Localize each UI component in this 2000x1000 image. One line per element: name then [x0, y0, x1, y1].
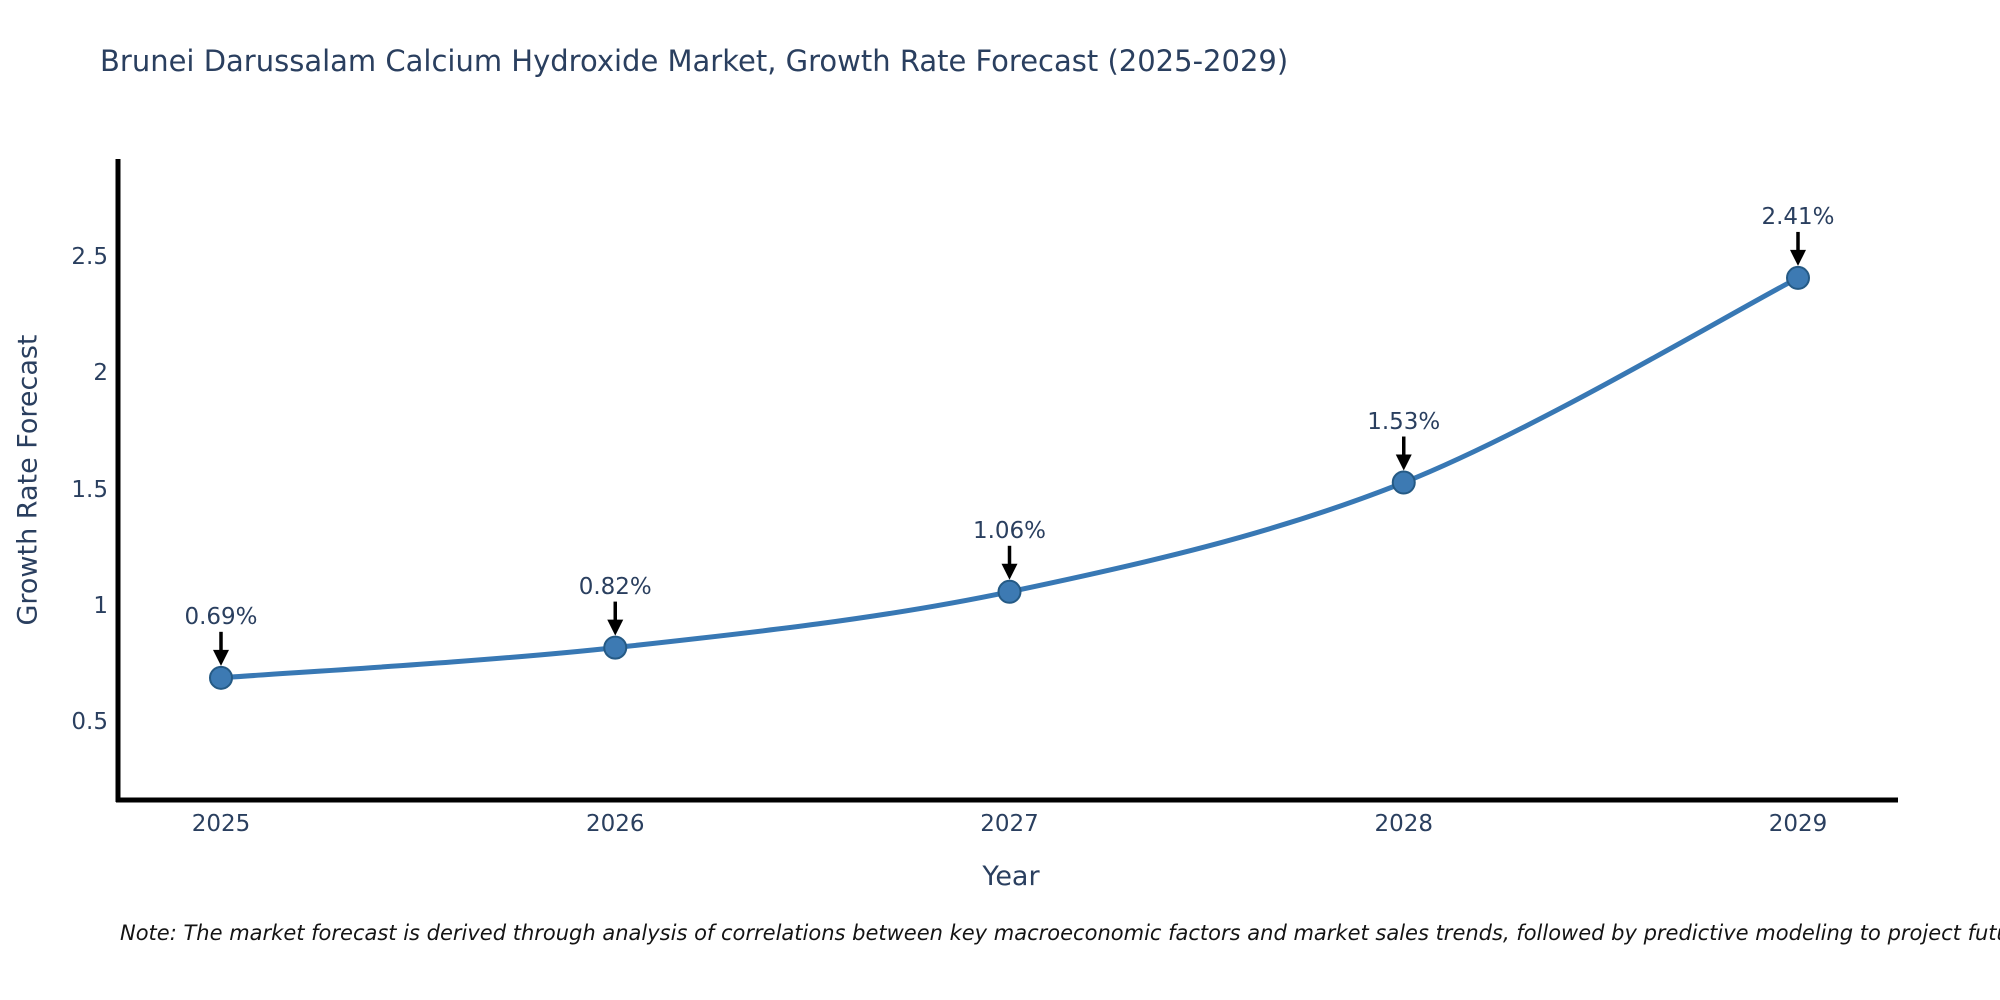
data-point-marker	[603, 635, 628, 660]
data-point-marker	[997, 579, 1022, 604]
annotation-arrow-head	[1001, 563, 1018, 580]
x-tick-label: 2025	[191, 811, 251, 837]
y-axis-title: Growth Rate Forecast	[12, 334, 44, 626]
annotation-arrow-head	[1790, 249, 1806, 266]
annotation-arrow-head	[213, 649, 229, 666]
x-tick-label: 2026	[585, 811, 645, 837]
chart-title: Brunei Darussalam Calcium Hydroxide Mark…	[100, 44, 1289, 78]
data-point-marker	[1391, 470, 1416, 495]
x-axis-title: Year	[982, 861, 1040, 892]
series-line	[218, 275, 1801, 681]
x-tick-label: 2029	[1768, 811, 1828, 837]
point-value-label: 1.06%	[972, 517, 1047, 544]
y-tick-label: 2.5	[71, 244, 108, 270]
x-tick-label: 2027	[980, 811, 1039, 837]
point-value-label: 2.41%	[1761, 203, 1835, 230]
x-tick-label: 2028	[1374, 811, 1434, 837]
point-value-label: 0.69%	[184, 603, 258, 630]
point-value-label: 0.82%	[578, 573, 652, 600]
data-point-marker	[1786, 265, 1810, 290]
y-tick-label: 1.5	[71, 476, 108, 503]
chart-note: Note: The market forecast is derived thr…	[120, 921, 2000, 945]
annotation-arrow-head	[607, 619, 624, 636]
point-value-label: 1.53%	[1367, 408, 1441, 435]
y-tick-label: 1	[93, 592, 108, 619]
annotation-arrow-head	[1395, 454, 1412, 471]
y-tick-label: 0.5	[71, 709, 108, 735]
data-point-marker	[209, 665, 233, 690]
y-tick-label: 2	[93, 360, 108, 387]
